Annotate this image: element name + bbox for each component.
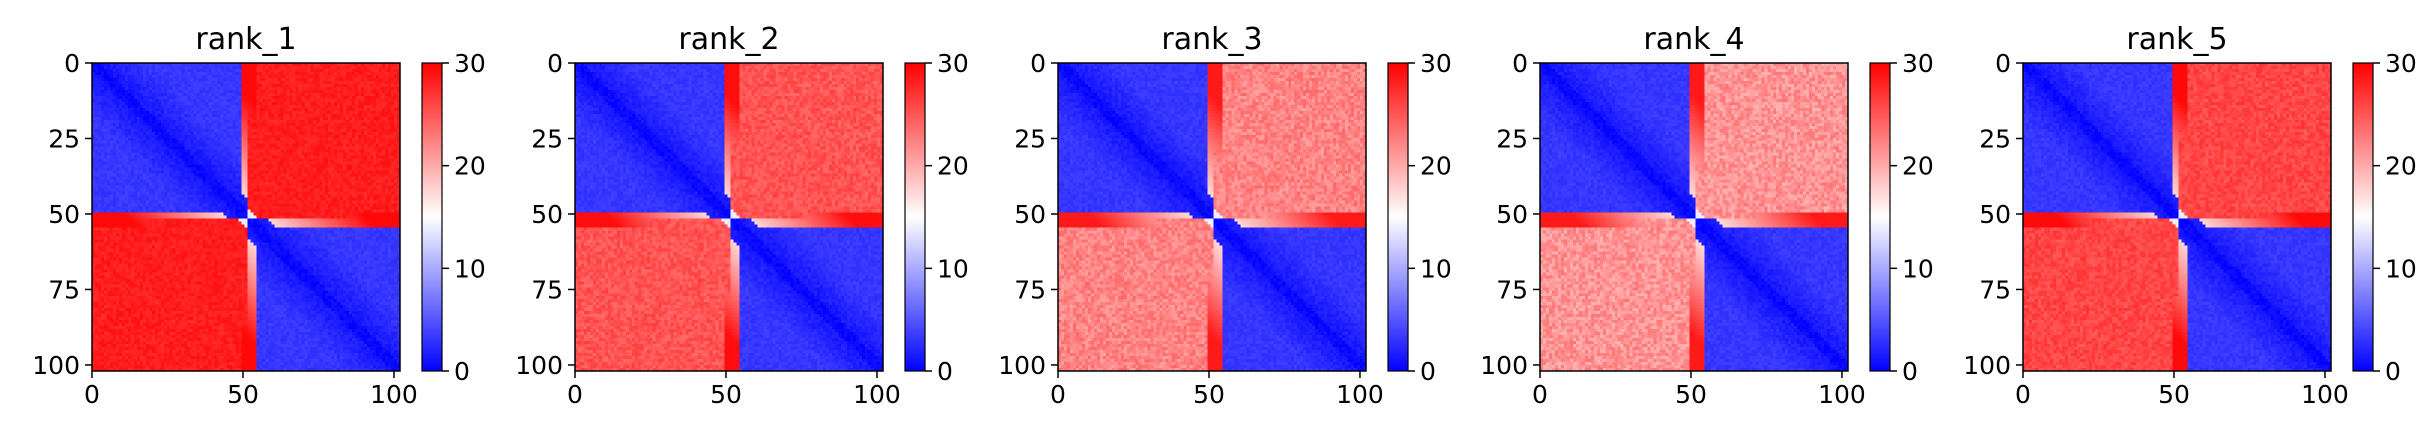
y-tick-label: 0 [1995,49,2011,78]
x-tick-label: 0 [2015,380,2031,409]
colorbar-tick-label: 20 [454,152,486,181]
y-tick-label: 100 [1963,351,2011,380]
colorbar-tick-label: 0 [2385,357,2401,386]
colorbar-tick-label: 10 [937,254,969,283]
y-tick-label: 50 [48,200,80,229]
y-tick-label: 75 [531,275,563,304]
plot-frame [574,62,884,372]
y-tick-label: 0 [64,49,80,78]
x-tick-label: 50 [1193,380,1225,409]
colorbar-tick-label: 30 [2385,49,2417,78]
plot-frame [1539,62,1849,372]
y-tick-label: 25 [48,124,80,153]
plot-frame [2022,62,2332,372]
y-tick-label: 50 [1496,200,1528,229]
colorbar-tick-label: 30 [1902,49,1934,78]
colorbar-tick-label: 30 [937,49,969,78]
colorbar-tick-label: 0 [1902,357,1918,386]
x-tick-label: 50 [710,380,742,409]
y-tick-label: 0 [1512,49,1528,78]
y-tick-label: 25 [1979,124,2011,153]
colorbar [1869,62,1891,372]
y-tick-label: 25 [531,124,563,153]
colorbar [904,62,926,372]
x-tick-label: 50 [1675,380,1707,409]
y-tick-label: 100 [1480,351,1528,380]
panel-title: rank_4 [1643,22,1744,57]
y-tick-label: 75 [48,275,80,304]
colorbar [421,62,443,372]
colorbar-tick-label: 20 [1902,152,1934,181]
y-tick-label: 100 [32,351,80,380]
x-tick-label: 100 [2301,380,2349,409]
y-tick-label: 75 [1014,275,1046,304]
colorbar-tick-label: 20 [2385,152,2417,181]
y-tick-label: 75 [1496,275,1528,304]
x-tick-label: 50 [227,380,259,409]
plot-frame [1057,62,1367,372]
colorbar-tick-label: 30 [454,49,486,78]
colorbar-tick-label: 0 [454,357,470,386]
heatmap-image [575,63,883,371]
y-tick-label: 100 [515,351,563,380]
colorbar-tick-label: 10 [1420,254,1452,283]
y-tick-label: 0 [547,49,563,78]
panel-title: rank_2 [678,22,779,57]
heatmap-image [1058,63,1366,371]
x-tick-label: 100 [1336,380,1384,409]
y-tick-label: 25 [1496,124,1528,153]
x-tick-label: 0 [84,380,100,409]
colorbar-tick-label: 10 [454,254,486,283]
colorbar [2352,62,2374,372]
heatmap-image [1540,63,1848,371]
y-tick-label: 75 [1979,275,2011,304]
colorbar-tick-label: 0 [937,357,953,386]
heatmap-image [92,63,400,371]
x-tick-label: 0 [1050,380,1066,409]
x-tick-label: 0 [1532,380,1548,409]
y-tick-label: 50 [1979,200,2011,229]
y-tick-label: 50 [531,200,563,229]
colorbar-tick-label: 10 [2385,254,2417,283]
x-tick-label: 0 [567,380,583,409]
panel-title: rank_5 [2126,22,2227,57]
colorbar-tick-label: 20 [937,152,969,181]
colorbar-tick-label: 30 [1420,49,1452,78]
x-tick-label: 100 [1818,380,1866,409]
colorbar-tick-label: 10 [1902,254,1934,283]
panel-title: rank_1 [195,22,296,57]
colorbar-tick-label: 0 [1420,357,1436,386]
plot-frame [91,62,401,372]
y-tick-label: 50 [1014,200,1046,229]
x-tick-label: 100 [853,380,901,409]
x-tick-label: 100 [370,380,418,409]
y-tick-label: 100 [998,351,1046,380]
y-tick-label: 0 [1030,49,1046,78]
y-tick-label: 25 [1014,124,1046,153]
colorbar [1387,62,1409,372]
colorbar-tick-label: 20 [1420,152,1452,181]
panel-title: rank_3 [1161,22,1262,57]
heatmap-image [2023,63,2331,371]
x-tick-label: 50 [2158,380,2190,409]
